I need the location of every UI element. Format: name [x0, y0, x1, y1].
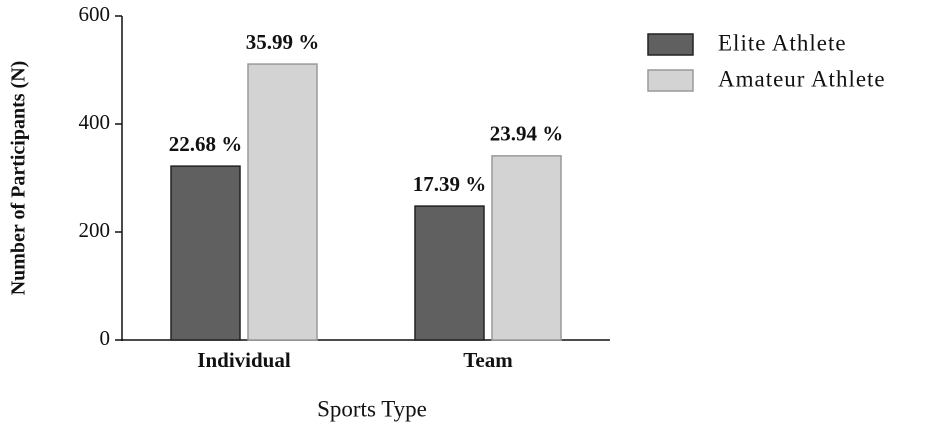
x-axis-title: Sports Type	[317, 396, 427, 421]
bar	[170, 165, 241, 341]
x-tick-label: Team	[463, 348, 513, 372]
x-tick-label: Individual	[197, 348, 291, 372]
legend-swatch	[647, 33, 694, 56]
bar	[414, 205, 485, 341]
y-tick-label: 600	[79, 2, 111, 26]
legend-label: Amateur Athlete	[718, 66, 886, 91]
bar-label: 23.94 %	[490, 122, 564, 146]
y-tick-label: 400	[79, 110, 111, 134]
y-axis-title: Number of Participants (N)	[8, 61, 30, 296]
bar-label: 17.39 %	[413, 172, 487, 196]
bar-label: 22.68 %	[169, 132, 243, 156]
y-tick-label: 0	[100, 326, 111, 350]
legend-label: Elite Athlete	[718, 30, 847, 55]
bar-label: 35.99 %	[246, 30, 320, 54]
legend-swatch	[647, 69, 694, 92]
bar	[491, 155, 562, 341]
y-tick-label: 200	[79, 218, 111, 242]
bar	[247, 63, 318, 341]
